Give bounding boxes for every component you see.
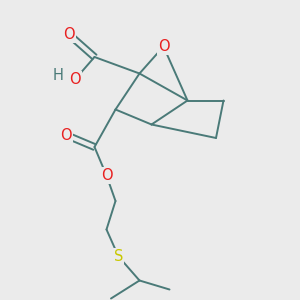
Text: O: O (101, 168, 112, 183)
Text: O: O (63, 27, 75, 42)
Text: O: O (69, 72, 81, 87)
Text: O: O (158, 39, 169, 54)
Text: O: O (60, 128, 72, 142)
Text: H: H (53, 68, 64, 83)
Text: S: S (114, 249, 123, 264)
